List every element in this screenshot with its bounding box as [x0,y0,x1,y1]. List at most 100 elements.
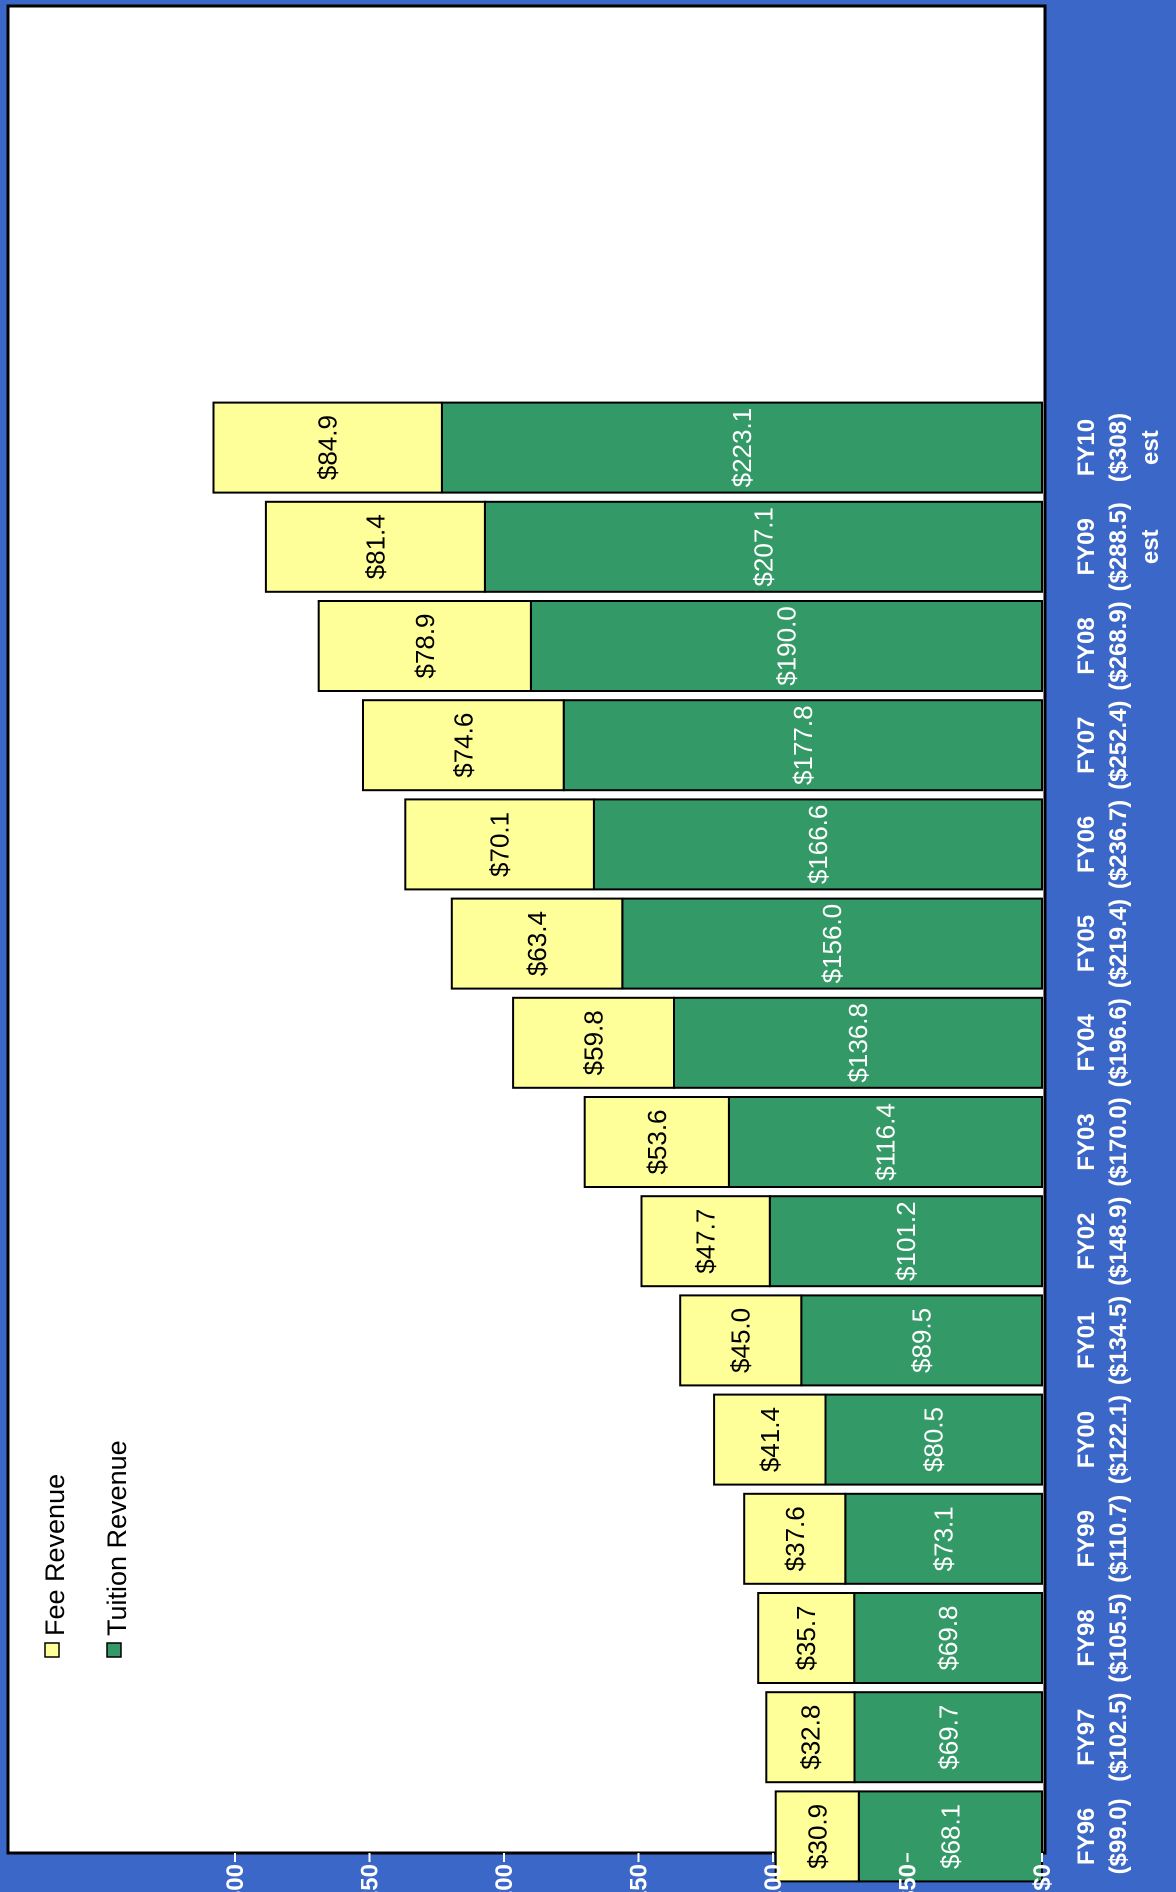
value-tick-label-200: $200 [491,1864,518,1892]
data-label-tuition-fy04: $136.8 [843,1003,873,1083]
bar-fee-fy07 [362,699,565,792]
data-label-fee-fy07: $74.6 [448,713,478,778]
category-total-label-fy96: ($99.0) [1105,1798,1132,1874]
category-total-label-fy01: ($134.5) [1105,1296,1132,1385]
category-label-fy98: FY98 [1073,1609,1100,1666]
bar-fee-fy03 [583,1096,730,1188]
data-label-tuition-fy99: $73.1 [929,1506,959,1571]
data-label-fee-fy97: $32.8 [795,1705,825,1770]
category-label-fy07: FY07 [1073,717,1100,774]
data-label-tuition-fy05: $156.0 [817,904,847,984]
bar-fee-fy96 [774,1790,860,1883]
bar-tuition-fy96 [857,1790,1043,1883]
data-label-tuition-fy07: $177.8 [788,705,818,785]
data-label-tuition-fy10: $223.1 [727,408,757,488]
category-label-fy02: FY02 [1073,1213,1100,1270]
data-label-fee-fy98: $35.7 [791,1605,821,1670]
bar-tuition-fy10 [440,401,1043,494]
category-label-fy06: FY06 [1073,816,1100,873]
data-label-tuition-fy01: $89.5 [907,1308,937,1373]
bar-tuition-fy02 [768,1195,1043,1288]
bar-fee-fy10 [212,401,443,494]
data-label-tuition-fy96: $68.1 [935,1804,965,1869]
bars-layer [212,401,1044,1883]
bar-fee-fy08 [317,600,532,692]
bar-tuition-fy05 [621,897,1044,990]
category-total-label-fy09: ($288.5) [1105,502,1132,591]
category-label-fy97: FY97 [1073,1709,1100,1766]
category-label-fy01: FY01 [1073,1312,1100,1369]
data-label-tuition-fy03: $116.4 [870,1103,900,1181]
legend: Fee Revenue Tuition Revenue [40,1440,132,1658]
bar-fee-fy06 [404,798,595,891]
bar-fee-fy05 [450,897,624,990]
value-tick-label-0: $0 [1029,1864,1056,1891]
category-total-label-fy99: ($110.7) [1105,1495,1132,1583]
category-total-label-fy06: ($236.7) [1105,800,1132,889]
data-label-tuition-fy08: $190.0 [772,606,802,686]
category-total-label-fy97: ($102.5) [1105,1693,1132,1782]
data-label-tuition-fy06: $166.6 [803,805,833,885]
legend-swatch-fee [44,1642,60,1658]
data-label-tuition-fy02: $101.2 [891,1201,921,1281]
value-tick-label-150: $150 [626,1864,653,1892]
bar-tuition-fy00 [824,1393,1043,1486]
data-label-tuition-fy09: $207.1 [749,507,779,587]
data-label-fee-fy09: $81.4 [360,514,390,579]
category-total-label-fy08: ($268.9) [1105,601,1132,690]
bar-fee-fy99 [743,1492,847,1585]
category-total-label-fy07: ($252.4) [1105,701,1132,790]
category-label-fy04: FY04 [1073,1013,1100,1071]
data-label-fee-fy06: $70.1 [485,812,515,877]
category-total-label-fy98: ($105.5) [1105,1593,1132,1682]
data-label-fee-fy10: $84.9 [313,415,343,480]
data-label-fee-fy02: $47.7 [691,1209,721,1274]
category-axis: FY96 ($99.0)FY97 ($102.5)FY98 ($105.5)FY99(… [1073,413,1164,1875]
category-note-label-fy09: est [1137,529,1164,564]
value-tick-label-250: $250 [357,1864,384,1892]
data-label-fee-fy00: $41.4 [755,1407,785,1472]
category-label-fy10: FY10 [1073,419,1100,476]
data-labels-layer: $68.1 $30.9 $69.7 $32.8 $69.8 $35.7 $73.1 $37.6… [313,408,966,1869]
category-total-label-fy00: ($122.1) [1105,1395,1132,1484]
bar-tuition-fy98 [853,1592,1044,1684]
category-label-fy03: FY03 [1073,1113,1100,1170]
data-label-tuition-fy98: $69.8 [933,1605,963,1670]
category-label-fy05: FY05 [1073,915,1100,972]
bar-fee-fy02 [640,1195,771,1288]
data-label-fee-fy01: $45.0 [726,1308,756,1373]
bar-tuition-fy01 [800,1294,1044,1387]
category-total-label-fy03: ($170.0) [1105,1097,1132,1186]
bar-tuition-fy03 [727,1096,1044,1188]
bar-tuition-fy04 [673,996,1043,1089]
data-label-tuition-fy00: $80.5 [919,1407,949,1472]
category-total-label-fy02: ($148.9) [1105,1197,1132,1286]
data-label-fee-fy05: $63.4 [522,911,552,976]
bar-tuition-fy97 [853,1691,1043,1784]
data-label-fee-fy08: $78.9 [410,613,440,678]
category-label-fy09: FY09 [1073,518,1100,575]
data-label-tuition-fy97: $69.7 [933,1705,963,1770]
bar-tuition-fy06 [592,798,1043,891]
category-label-fy00: FY00 [1073,1411,1100,1468]
legend-label-fee: Fee Revenue [40,1474,70,1636]
value-tick-label-100: $100 [760,1864,787,1892]
data-label-fee-fy04: $59.8 [579,1010,609,1075]
value-tick-label-300: $300 [222,1864,249,1892]
bar-fee-fy98 [757,1592,856,1684]
category-label-fy08: FY08 [1073,617,1100,674]
bar-fee-fy09 [264,500,486,593]
data-label-fee-fy03: $53.6 [642,1109,672,1174]
bar-fee-fy00 [713,1393,827,1486]
category-label-fy99: FY99 [1073,1510,1100,1567]
value-tick-label-50: $50 [895,1864,922,1892]
bar-fee-fy01 [679,1294,803,1387]
legend-swatch-tuition [106,1642,122,1658]
category-total-label-fy04: ($196.6) [1105,998,1132,1087]
bar-fee-fy04 [512,996,675,1089]
data-label-fee-fy99: $37.6 [780,1506,810,1571]
bar-tuition-fy08 [529,600,1044,692]
category-note-label-fy10: est [1137,430,1164,465]
